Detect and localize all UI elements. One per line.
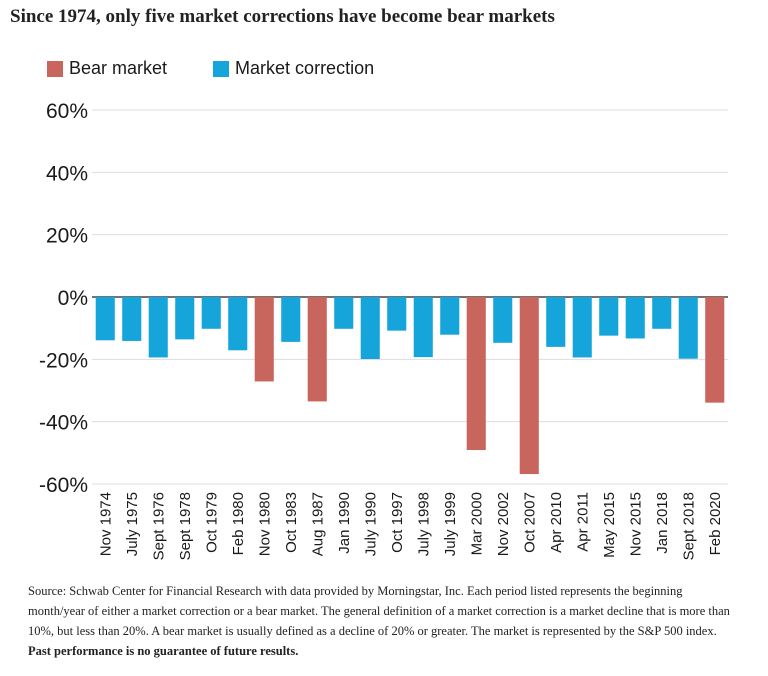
bar-correction — [281, 297, 301, 342]
x-tick-label: Oct 1983 — [283, 492, 300, 553]
bar-correction — [334, 297, 354, 329]
x-tick-label: Apr 2011 — [574, 492, 591, 552]
x-tick-label: Jan 1990 — [336, 492, 353, 554]
legend: Bear market Market correction — [47, 58, 420, 79]
x-tick-label: July 1990 — [362, 492, 379, 556]
y-tick-label: -40% — [39, 412, 88, 435]
bar-bear — [519, 297, 539, 475]
x-tick-label: July 1975 — [124, 492, 141, 556]
y-tick-label: 60% — [46, 100, 88, 123]
x-tick-label: Nov 2015 — [627, 492, 644, 556]
x-tick-label: July 1998 — [415, 492, 432, 556]
legend-label-bear: Bear market — [69, 58, 168, 78]
bar-correction — [387, 297, 407, 331]
legend-item-bear: Bear market — [47, 58, 167, 79]
x-tick-label: Feb 1980 — [230, 492, 247, 555]
x-tick-label: Aug 1987 — [309, 492, 326, 556]
bar-correction — [122, 297, 142, 341]
bar-bear — [254, 297, 274, 382]
bar-correction — [625, 297, 645, 339]
bar-correction — [493, 297, 513, 343]
source-note: Source: Schwab Center for Financial Rese… — [28, 581, 740, 661]
bar-correction — [360, 297, 380, 360]
y-tick-label: -60% — [39, 474, 88, 497]
bar-correction — [652, 297, 672, 329]
x-tick-label: Feb 2020 — [707, 492, 724, 555]
bar-correction — [201, 297, 221, 329]
x-tick-label: Oct 1979 — [203, 492, 220, 553]
bar-correction — [95, 297, 115, 341]
bar-bear — [307, 297, 327, 402]
bar-chart: 60% 40% 20% 0% -20% -40% -60% Nov 1974 July 1975… — [39, 100, 728, 560]
y-tick-label: 40% — [46, 162, 88, 185]
x-tick-label: Sept 1978 — [177, 492, 194, 560]
x-tick-label: Nov 1974 — [97, 492, 114, 556]
bar-correction — [678, 297, 698, 359]
bar-correction — [572, 297, 592, 358]
y-tick-label: 0% — [58, 287, 88, 310]
x-tick-label: July 1999 — [442, 492, 459, 556]
y-tick-label: 20% — [46, 225, 88, 248]
bar-correction — [413, 297, 433, 358]
bar-correction — [599, 297, 619, 336]
x-tick-label: Nov 2002 — [495, 492, 512, 556]
x-tick-label: Oct 2007 — [521, 492, 538, 553]
bar-correction — [148, 297, 168, 358]
y-tick-label: -20% — [39, 349, 88, 372]
x-tick-label: Jan 2018 — [654, 492, 671, 554]
chart-title: Since 1974, only five market corrections… — [10, 6, 555, 27]
source-text: Source: Schwab Center for Financial Rese… — [28, 584, 730, 638]
bar-correction — [175, 297, 195, 340]
bar-correction — [228, 297, 248, 351]
x-tick-label: Oct 1997 — [389, 492, 406, 553]
x-tick-label: May 2015 — [601, 492, 618, 558]
x-tick-label: Sept 1976 — [150, 492, 167, 560]
legend-label-correction: Market correction — [235, 58, 375, 78]
x-tick-label: Nov 1980 — [256, 492, 273, 556]
bar-correction — [546, 297, 566, 347]
bar-correction — [440, 297, 460, 335]
bar-bear — [466, 297, 486, 451]
disclaimer: Past performance is no guarantee of futu… — [28, 644, 299, 658]
x-tick-label: Apr 2010 — [548, 492, 565, 553]
bar-bear — [705, 297, 725, 403]
legend-swatch-correction — [213, 60, 230, 77]
x-tick-label: Mar 2000 — [468, 492, 485, 555]
x-tick-label: Sept 2018 — [680, 492, 697, 560]
legend-swatch-bear — [47, 60, 63, 77]
legend-item-correction: Market correction — [213, 58, 374, 79]
